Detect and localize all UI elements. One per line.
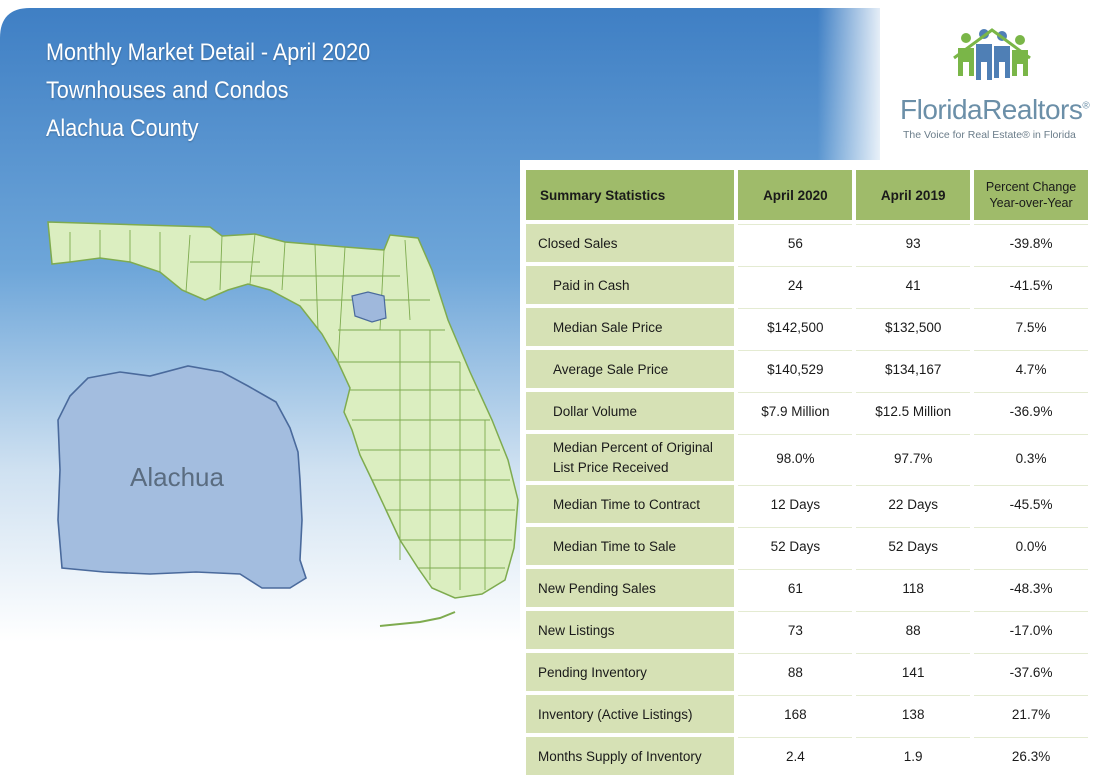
cell-april-2020: 88: [738, 653, 853, 691]
row-label: Paid in Cash: [526, 266, 735, 304]
cell-percent-change: -17.0%: [974, 611, 1088, 649]
col-header-april-2020: April 2020: [738, 170, 853, 220]
cell-april-2019: 88: [856, 611, 971, 649]
cell-percent-change: -48.3%: [974, 569, 1088, 607]
table-row: Dollar Volume $7.9 Million $12.5 Million…: [526, 392, 1088, 430]
row-label-line1: Median Percent of Original: [553, 439, 713, 455]
cell-april-2020: $142,500: [738, 308, 853, 346]
cell-april-2019: $132,500: [856, 308, 971, 346]
florida-realtors-logo: FloridaRealtors® The Voice for Real Esta…: [900, 28, 1090, 146]
cell-april-2020: $140,529: [738, 350, 853, 388]
cell-april-2019: 22 Days: [856, 485, 971, 523]
cell-april-2020: 12 Days: [738, 485, 853, 523]
cell-april-2019: 138: [856, 695, 971, 733]
row-label: New Listings: [526, 611, 735, 649]
title-line-3: Alachua County: [46, 115, 199, 142]
col-header-april-2019: April 2019: [856, 170, 971, 220]
table-row: Median Percent of Original List Price Re…: [526, 434, 1088, 481]
table-row: Average Sale Price $140,529 $134,167 4.7…: [526, 350, 1088, 388]
summary-statistics-table: Summary Statistics April 2020 April 2019…: [522, 166, 1092, 779]
row-label: Median Time to Sale: [526, 527, 735, 565]
table-row: Median Time to Sale 52 Days 52 Days 0.0%: [526, 527, 1088, 565]
cell-april-2019: 52 Days: [856, 527, 971, 565]
table-row: Inventory (Active Listings) 168 138 21.7…: [526, 695, 1088, 733]
table-row: Closed Sales 56 93 -39.8%: [526, 224, 1088, 262]
row-label: Pending Inventory: [526, 653, 735, 691]
cell-april-2020: 61: [738, 569, 853, 607]
row-label: Months Supply of Inventory: [526, 737, 735, 775]
cell-april-2019: 141: [856, 653, 971, 691]
logo-tagline: The Voice for Real Estate® in Florida: [903, 129, 1076, 141]
cell-april-2020: $7.9 Million: [738, 392, 853, 430]
cell-percent-change: -41.5%: [974, 266, 1088, 304]
cell-percent-change: 21.7%: [974, 695, 1088, 733]
table-row: New Listings 73 88 -17.0%: [526, 611, 1088, 649]
cell-april-2020: 52 Days: [738, 527, 853, 565]
col-header-summary: Summary Statistics: [526, 170, 735, 220]
cell-april-2020: 56: [738, 224, 853, 262]
people-logo-icon: [953, 28, 1031, 80]
page-title: Monthly Market Detail - April 2020 Townh…: [46, 34, 406, 148]
table-row: Pending Inventory 88 141 -37.6%: [526, 653, 1088, 691]
cell-april-2019: 93: [856, 224, 971, 262]
cell-percent-change: -36.9%: [974, 392, 1088, 430]
table-row: Months Supply of Inventory 2.4 1.9 26.3%: [526, 737, 1088, 775]
cell-april-2020: 168: [738, 695, 853, 733]
cell-april-2019: $12.5 Million: [856, 392, 971, 430]
row-label: Dollar Volume: [526, 392, 735, 430]
row-label: Median Percent of Original List Price Re…: [526, 434, 735, 481]
row-label: Median Sale Price: [526, 308, 735, 346]
florida-map: [47, 221, 519, 627]
title-line-2: Townhouses and Condos: [46, 77, 289, 104]
cell-april-2019: $134,167: [856, 350, 971, 388]
alachua-county-inset: [57, 365, 307, 589]
row-label: Inventory (Active Listings): [526, 695, 735, 733]
cell-percent-change: 0.0%: [974, 527, 1088, 565]
cell-percent-change: 26.3%: [974, 737, 1088, 775]
florida-state-outline: [47, 221, 519, 627]
cell-april-2019: 1.9: [856, 737, 971, 775]
cell-april-2019: 118: [856, 569, 971, 607]
cell-april-2020: 24: [738, 266, 853, 304]
table-header-row: Summary Statistics April 2020 April 2019…: [526, 170, 1088, 220]
cell-april-2020: 2.4: [738, 737, 853, 775]
cell-percent-change: 4.7%: [974, 350, 1088, 388]
cell-percent-change: 7.5%: [974, 308, 1088, 346]
table-row: Median Time to Contract 12 Days 22 Days …: [526, 485, 1088, 523]
col-header-percent-change-line1: Percent Change: [985, 180, 1077, 194]
logo-wordmark: FloridaRealtors®: [900, 94, 1090, 125]
cell-april-2019: 41: [856, 266, 971, 304]
cell-percent-change: 0.3%: [974, 434, 1088, 481]
table-row: Median Sale Price $142,500 $132,500 7.5%: [526, 308, 1088, 346]
row-label: Median Time to Contract: [526, 485, 735, 523]
col-header-percent-change: Percent Change Year-over-Year: [974, 170, 1088, 220]
title-line-1: Monthly Market Detail - April 2020: [46, 39, 371, 66]
row-label-line2: List Price Received: [553, 459, 669, 475]
row-label: New Pending Sales: [526, 569, 735, 607]
cell-april-2019: 97.7%: [856, 434, 971, 481]
cell-percent-change: -45.5%: [974, 485, 1088, 523]
county-label: Alachua: [130, 462, 224, 492]
table-row: Paid in Cash 24 41 -41.5%: [526, 266, 1088, 304]
alachua-county-highlight: [351, 291, 387, 323]
cell-april-2020: 98.0%: [738, 434, 853, 481]
table-row: New Pending Sales 61 118 -48.3%: [526, 569, 1088, 607]
row-label: Closed Sales: [526, 224, 735, 262]
col-header-percent-change-line2: Year-over-Year: [989, 196, 1073, 210]
row-label: Average Sale Price: [526, 350, 735, 388]
cell-percent-change: -37.6%: [974, 653, 1088, 691]
cell-percent-change: -39.8%: [974, 224, 1088, 262]
cell-april-2020: 73: [738, 611, 853, 649]
